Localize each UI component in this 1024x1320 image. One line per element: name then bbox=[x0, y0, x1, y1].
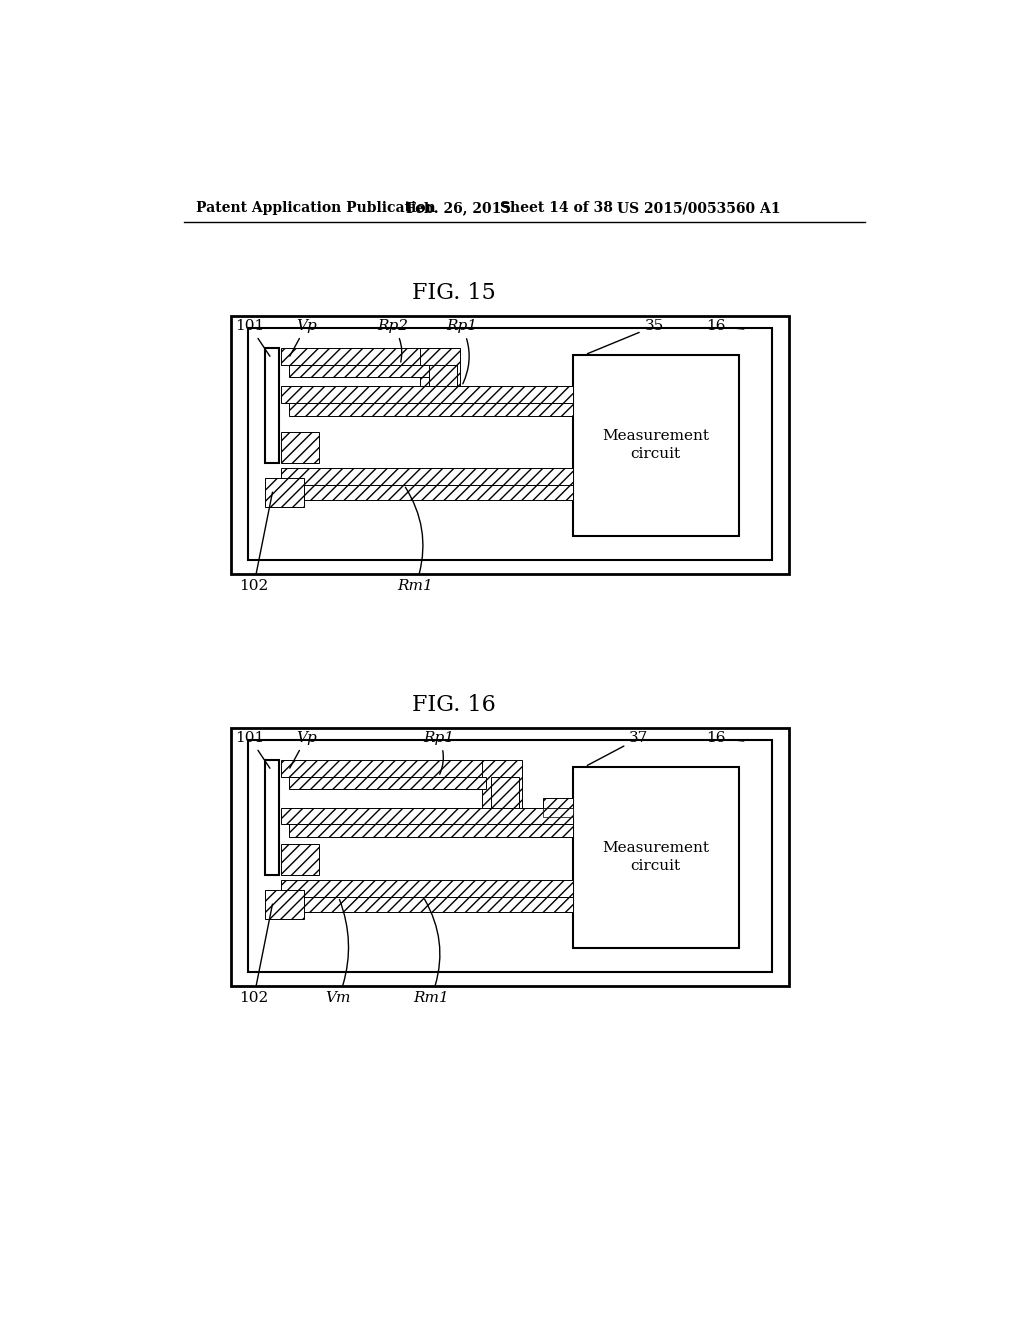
Bar bbox=[282, 387, 573, 404]
Text: Sheet 14 of 38: Sheet 14 of 38 bbox=[500, 202, 613, 215]
Text: Rm1: Rm1 bbox=[413, 899, 449, 1005]
Text: 16: 16 bbox=[706, 731, 743, 746]
Bar bbox=[429, 364, 457, 387]
Bar bbox=[281, 432, 319, 462]
Bar bbox=[281, 843, 319, 875]
Bar bbox=[490, 776, 518, 808]
Text: 102: 102 bbox=[240, 904, 272, 1005]
Bar bbox=[289, 364, 432, 378]
Bar bbox=[573, 355, 739, 536]
Text: Vp: Vp bbox=[290, 319, 316, 356]
Text: circuit: circuit bbox=[631, 859, 681, 873]
Text: 101: 101 bbox=[236, 319, 270, 356]
Bar bbox=[420, 348, 460, 395]
Bar bbox=[248, 739, 772, 973]
Bar bbox=[481, 760, 521, 813]
Bar bbox=[543, 808, 573, 817]
Bar bbox=[282, 348, 459, 364]
Text: Rm1: Rm1 bbox=[397, 487, 433, 593]
Bar bbox=[282, 808, 573, 825]
Bar bbox=[282, 484, 573, 500]
Bar bbox=[289, 776, 485, 789]
Text: 16: 16 bbox=[706, 319, 743, 333]
Bar bbox=[265, 760, 280, 875]
Bar bbox=[282, 880, 573, 896]
Bar bbox=[265, 478, 304, 507]
Text: circuit: circuit bbox=[631, 447, 681, 461]
Text: Measurement: Measurement bbox=[602, 429, 710, 442]
Text: Rp1: Rp1 bbox=[446, 319, 477, 384]
Bar bbox=[282, 760, 508, 776]
Text: 37: 37 bbox=[588, 731, 648, 766]
Text: Measurement: Measurement bbox=[602, 841, 710, 854]
Bar bbox=[573, 767, 739, 948]
Text: Vp: Vp bbox=[290, 731, 316, 768]
Bar bbox=[289, 825, 573, 837]
Bar bbox=[248, 327, 772, 561]
Text: 101: 101 bbox=[236, 731, 270, 768]
Bar bbox=[543, 799, 573, 808]
Bar bbox=[230, 729, 788, 986]
Text: FIG. 15: FIG. 15 bbox=[412, 282, 496, 304]
Bar bbox=[289, 404, 573, 416]
Text: Vm: Vm bbox=[326, 899, 351, 1005]
Text: US 2015/0053560 A1: US 2015/0053560 A1 bbox=[617, 202, 780, 215]
Text: Patent Application Publication: Patent Application Publication bbox=[196, 202, 435, 215]
Bar bbox=[265, 348, 280, 463]
Text: 102: 102 bbox=[240, 492, 272, 593]
Text: Rp2: Rp2 bbox=[377, 319, 408, 362]
Bar bbox=[230, 317, 788, 574]
Text: 35: 35 bbox=[588, 319, 664, 354]
Text: Rp1: Rp1 bbox=[423, 731, 454, 775]
Bar bbox=[265, 890, 304, 919]
Bar bbox=[282, 469, 573, 484]
Bar bbox=[282, 896, 573, 912]
Text: FIG. 16: FIG. 16 bbox=[412, 694, 496, 717]
Text: Feb. 26, 2015: Feb. 26, 2015 bbox=[407, 202, 511, 215]
